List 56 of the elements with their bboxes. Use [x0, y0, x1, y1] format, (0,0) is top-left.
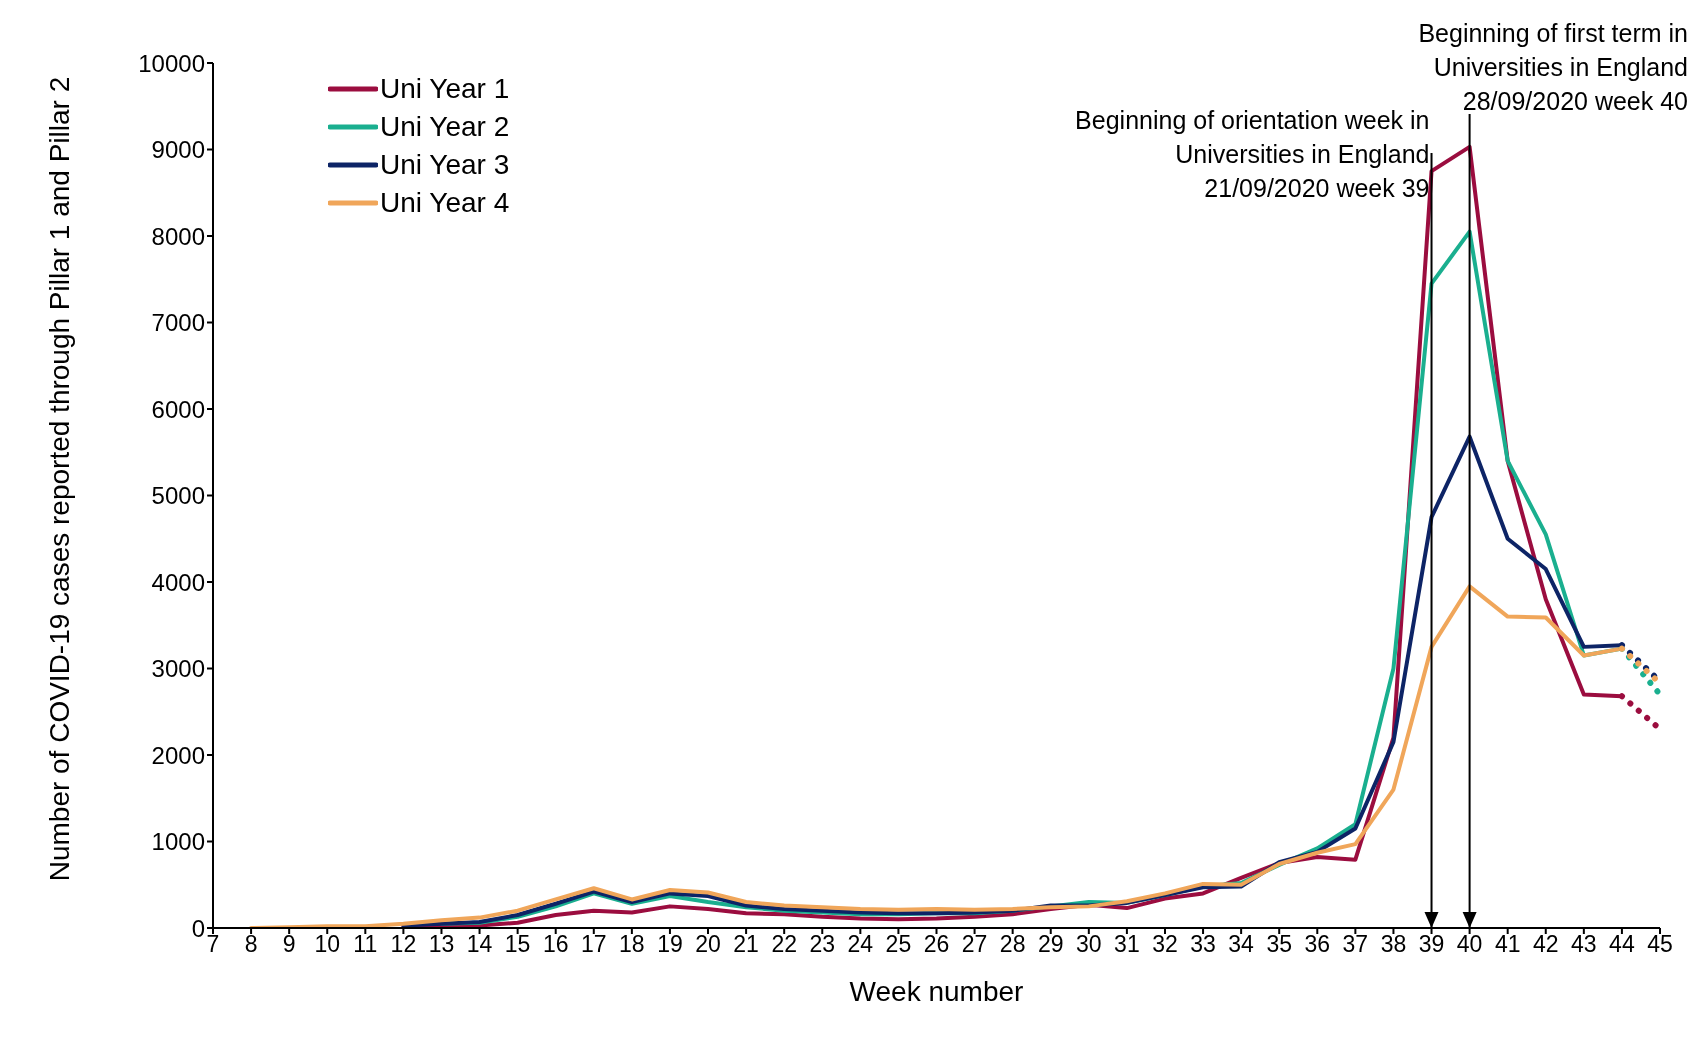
x-tick-label: 15: [504, 931, 531, 958]
y-tick-label: 7000: [151, 309, 205, 337]
x-tick-label: 37: [1342, 931, 1369, 958]
x-tick-label: 10: [314, 931, 341, 958]
x-tick-label: 40: [1456, 931, 1483, 958]
y-tick-label: 5000: [151, 482, 205, 510]
x-tick-label: 31: [1114, 931, 1140, 958]
x-tick-label: 26: [923, 931, 950, 958]
x-tick-label: 14: [466, 931, 493, 958]
y-tick-label: 10000: [138, 49, 205, 77]
legend-label: Uni Year 2: [380, 110, 510, 144]
x-tick-label: 30: [1076, 931, 1102, 958]
y-tick-label: 4000: [151, 568, 205, 596]
x-tick-label: 25: [885, 931, 912, 958]
x-tick-label: 39: [1418, 931, 1445, 958]
legend-label: Uni Year 4: [380, 186, 510, 220]
x-tick-label: 11: [353, 931, 378, 958]
x-tick-label: 19: [657, 931, 683, 958]
x-tick-label: 32: [1152, 931, 1178, 958]
x-tick-label: 34: [1228, 931, 1255, 958]
x-tick-label: 43: [1571, 931, 1597, 958]
y-tick-label: 3000: [151, 655, 205, 683]
x-tick-label: 41: [1494, 931, 1521, 958]
y-tick-label: 9000: [151, 136, 205, 164]
x-tick-label: 18: [619, 931, 645, 958]
x-tick-label: 13: [428, 931, 455, 958]
y-tick-label: 8000: [151, 222, 205, 250]
x-axis-title: Week number: [848, 976, 1025, 1008]
x-tick-label: 16: [542, 931, 569, 958]
x-tick-label: 29: [1037, 931, 1064, 958]
x-tick-label: 7: [206, 931, 220, 958]
x-tick-label: 21: [733, 931, 759, 958]
x-tick-label: 36: [1304, 931, 1331, 958]
x-tick-label: 27: [961, 931, 988, 958]
x-tick-label: 9: [282, 931, 296, 958]
x-tick-label: 38: [1380, 931, 1407, 958]
x-tick-label: 20: [695, 931, 721, 958]
y-tick-label: 6000: [151, 395, 205, 423]
legend-label: Uni Year 3: [380, 148, 510, 182]
y-axis-title: Number of COVID-19 cases reported through Pillar 1 and Pillar 2: [43, 75, 76, 883]
x-tick-label: 22: [771, 931, 797, 958]
x-tick-label: 33: [1190, 931, 1216, 958]
x-tick-label: 44: [1609, 931, 1635, 958]
y-tick-label: 1000: [151, 828, 205, 856]
legend-label: Uni Year 1: [380, 72, 510, 106]
x-tick-label: 35: [1266, 931, 1293, 958]
x-tick-label: 17: [580, 931, 607, 958]
x-tick-label: 45: [1647, 931, 1673, 958]
y-tick-label: 0: [191, 914, 205, 942]
x-tick-label: 24: [847, 931, 874, 958]
x-tick-label: 8: [244, 931, 258, 958]
x-tick-label: 28: [999, 931, 1026, 958]
x-tick-label: 23: [809, 931, 836, 958]
y-tick-label: 2000: [151, 741, 205, 769]
x-tick-label: 42: [1532, 931, 1559, 958]
x-tick-label: 12: [390, 931, 417, 958]
